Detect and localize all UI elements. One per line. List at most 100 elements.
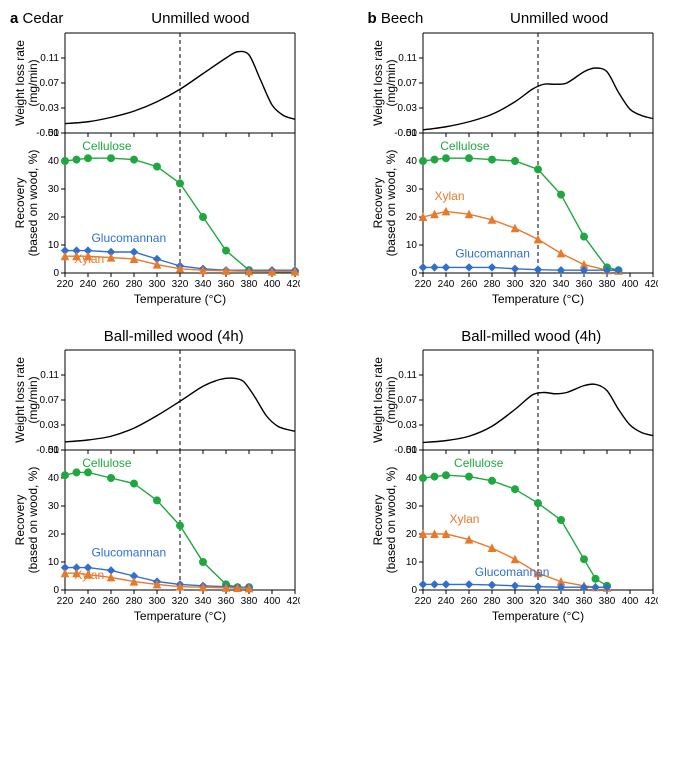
dtg-ylabel: Weight loss rate(mg/min) bbox=[13, 357, 40, 443]
ytick-label: 10 bbox=[405, 240, 417, 251]
xtick-label: 320 bbox=[172, 279, 189, 290]
ytick-label: 40 bbox=[405, 473, 417, 484]
dtg-ylabel: Weight loss rate(mg/min) bbox=[371, 357, 398, 443]
xtick-label: 260 bbox=[103, 279, 120, 290]
ytick-label: 40 bbox=[405, 156, 417, 167]
series-label-glucomannan: Glucomannan bbox=[455, 247, 530, 261]
ytick-label: 50 bbox=[405, 445, 417, 456]
panel-a_milled: Ball-milled wood (4h)-0.010.030.070.11We… bbox=[10, 328, 338, 625]
xtick-label: 260 bbox=[460, 279, 477, 290]
ytick-label: 20 bbox=[48, 529, 60, 540]
xtick-label: 380 bbox=[241, 279, 258, 290]
recovery-ylabel: Recovery(based on wood, %) bbox=[371, 467, 398, 574]
panel-a_unmilled: a Cedar Unmilled wood -0.010.030.070.11W… bbox=[10, 10, 338, 308]
xtick-label: 400 bbox=[264, 279, 281, 290]
xtick-label: 360 bbox=[218, 596, 235, 607]
xtick-label: 340 bbox=[552, 596, 569, 607]
ytick-label: 50 bbox=[48, 445, 60, 456]
xtick-label: 400 bbox=[621, 279, 638, 290]
series-label-cellulose: Cellulose bbox=[440, 139, 490, 153]
ytick-label: 0 bbox=[53, 268, 59, 279]
ytick-label: 0.03 bbox=[397, 103, 417, 114]
series-label-cellulose: Cellulose bbox=[82, 456, 132, 470]
xtick-label: 320 bbox=[172, 596, 189, 607]
xtick-label: 420 bbox=[287, 279, 300, 290]
chart-panel-b_unmilled: -0.010.030.070.11Weight loss rate(mg/min… bbox=[368, 28, 658, 308]
xtick-label: 240 bbox=[80, 279, 97, 290]
ytick-label: 0.07 bbox=[40, 395, 60, 406]
recovery-ylabel: Recovery(based on wood, %) bbox=[13, 467, 40, 574]
ytick-label: 0.11 bbox=[398, 370, 417, 381]
xlabel: Temperature (°C) bbox=[491, 609, 583, 623]
ytick-label: 0.11 bbox=[398, 53, 417, 64]
xtick-label: 380 bbox=[598, 596, 615, 607]
ytick-label: 20 bbox=[48, 212, 60, 223]
ytick-label: 0.07 bbox=[40, 78, 60, 89]
series-label-glucomannan: Glucomannan bbox=[91, 545, 166, 559]
ytick-label: 0.03 bbox=[397, 420, 417, 431]
chart-panel-a_milled: -0.010.030.070.11Weight loss rate(mg/min… bbox=[10, 345, 300, 625]
series-label-xylan: Xylan bbox=[74, 568, 104, 582]
series-label-xylan: Xylan bbox=[74, 252, 104, 266]
ytick-label: 40 bbox=[48, 156, 60, 167]
ytick-label: 30 bbox=[405, 184, 417, 195]
xtick-label: 420 bbox=[644, 596, 657, 607]
ytick-label: 20 bbox=[405, 529, 417, 540]
ytick-label: 0.03 bbox=[40, 420, 60, 431]
ytick-label: 50 bbox=[48, 128, 60, 139]
xtick-label: 340 bbox=[195, 279, 212, 290]
recovery-ylabel: Recovery(based on wood, %) bbox=[13, 150, 40, 257]
ytick-label: 30 bbox=[48, 184, 60, 195]
ytick-label: 0.11 bbox=[40, 53, 59, 64]
ytick-label: 0.11 bbox=[40, 370, 59, 381]
panel-title: Unmilled wood bbox=[510, 10, 608, 27]
dtg-ylabel: Weight loss rate(mg/min) bbox=[13, 40, 40, 126]
xtick-label: 300 bbox=[506, 596, 523, 607]
panel-b_unmilled: b Beech Unmilled wood -0.010.030.070.11W… bbox=[368, 10, 685, 308]
ytick-label: 0.07 bbox=[397, 395, 417, 406]
xtick-label: 220 bbox=[414, 596, 431, 607]
series-label-cellulose: Cellulose bbox=[82, 139, 132, 153]
ytick-label: 50 bbox=[405, 128, 417, 139]
xtick-label: 240 bbox=[80, 596, 97, 607]
ytick-label: 10 bbox=[48, 240, 60, 251]
xtick-label: 420 bbox=[287, 596, 300, 607]
dtg-ylabel: Weight loss rate(mg/min) bbox=[371, 40, 398, 126]
xtick-label: 260 bbox=[103, 596, 120, 607]
series-label-glucomannan: Glucomannan bbox=[91, 231, 166, 245]
xtick-label: 300 bbox=[149, 279, 166, 290]
xtick-label: 400 bbox=[264, 596, 281, 607]
xtick-label: 420 bbox=[644, 279, 657, 290]
xtick-label: 240 bbox=[437, 279, 454, 290]
xtick-label: 280 bbox=[126, 279, 143, 290]
series-label-cellulose: Cellulose bbox=[454, 456, 504, 470]
xtick-label: 220 bbox=[57, 596, 74, 607]
series-label-xylan: Xylan bbox=[434, 189, 464, 203]
panel-title: Unmilled wood bbox=[151, 10, 249, 27]
xtick-label: 360 bbox=[218, 279, 235, 290]
ytick-label: 0 bbox=[411, 585, 417, 596]
xtick-label: 320 bbox=[529, 596, 546, 607]
xtick-label: 320 bbox=[529, 279, 546, 290]
xtick-label: 220 bbox=[57, 279, 74, 290]
panel-title: Ball-milled wood (4h) bbox=[368, 328, 685, 345]
ytick-label: 0 bbox=[53, 585, 59, 596]
xtick-label: 400 bbox=[621, 596, 638, 607]
xtick-label: 300 bbox=[506, 279, 523, 290]
ytick-label: 40 bbox=[48, 473, 60, 484]
xtick-label: 240 bbox=[437, 596, 454, 607]
ytick-label: 0.03 bbox=[40, 103, 60, 114]
xtick-label: 380 bbox=[598, 279, 615, 290]
panel-title: Ball-milled wood (4h) bbox=[10, 328, 338, 345]
ytick-label: 10 bbox=[48, 557, 60, 568]
ytick-label: 10 bbox=[405, 557, 417, 568]
xtick-label: 280 bbox=[126, 596, 143, 607]
xtick-label: 280 bbox=[483, 279, 500, 290]
xtick-label: 360 bbox=[575, 596, 592, 607]
chart-panel-b_milled: -0.010.030.070.11Weight loss rate(mg/min… bbox=[368, 345, 658, 625]
xtick-label: 380 bbox=[241, 596, 258, 607]
panel-b_milled: Ball-milled wood (4h)-0.010.030.070.11We… bbox=[368, 328, 685, 625]
recovery-ylabel: Recovery(based on wood, %) bbox=[371, 150, 398, 257]
ytick-label: 0 bbox=[411, 268, 417, 279]
ytick-label: 0.07 bbox=[397, 78, 417, 89]
